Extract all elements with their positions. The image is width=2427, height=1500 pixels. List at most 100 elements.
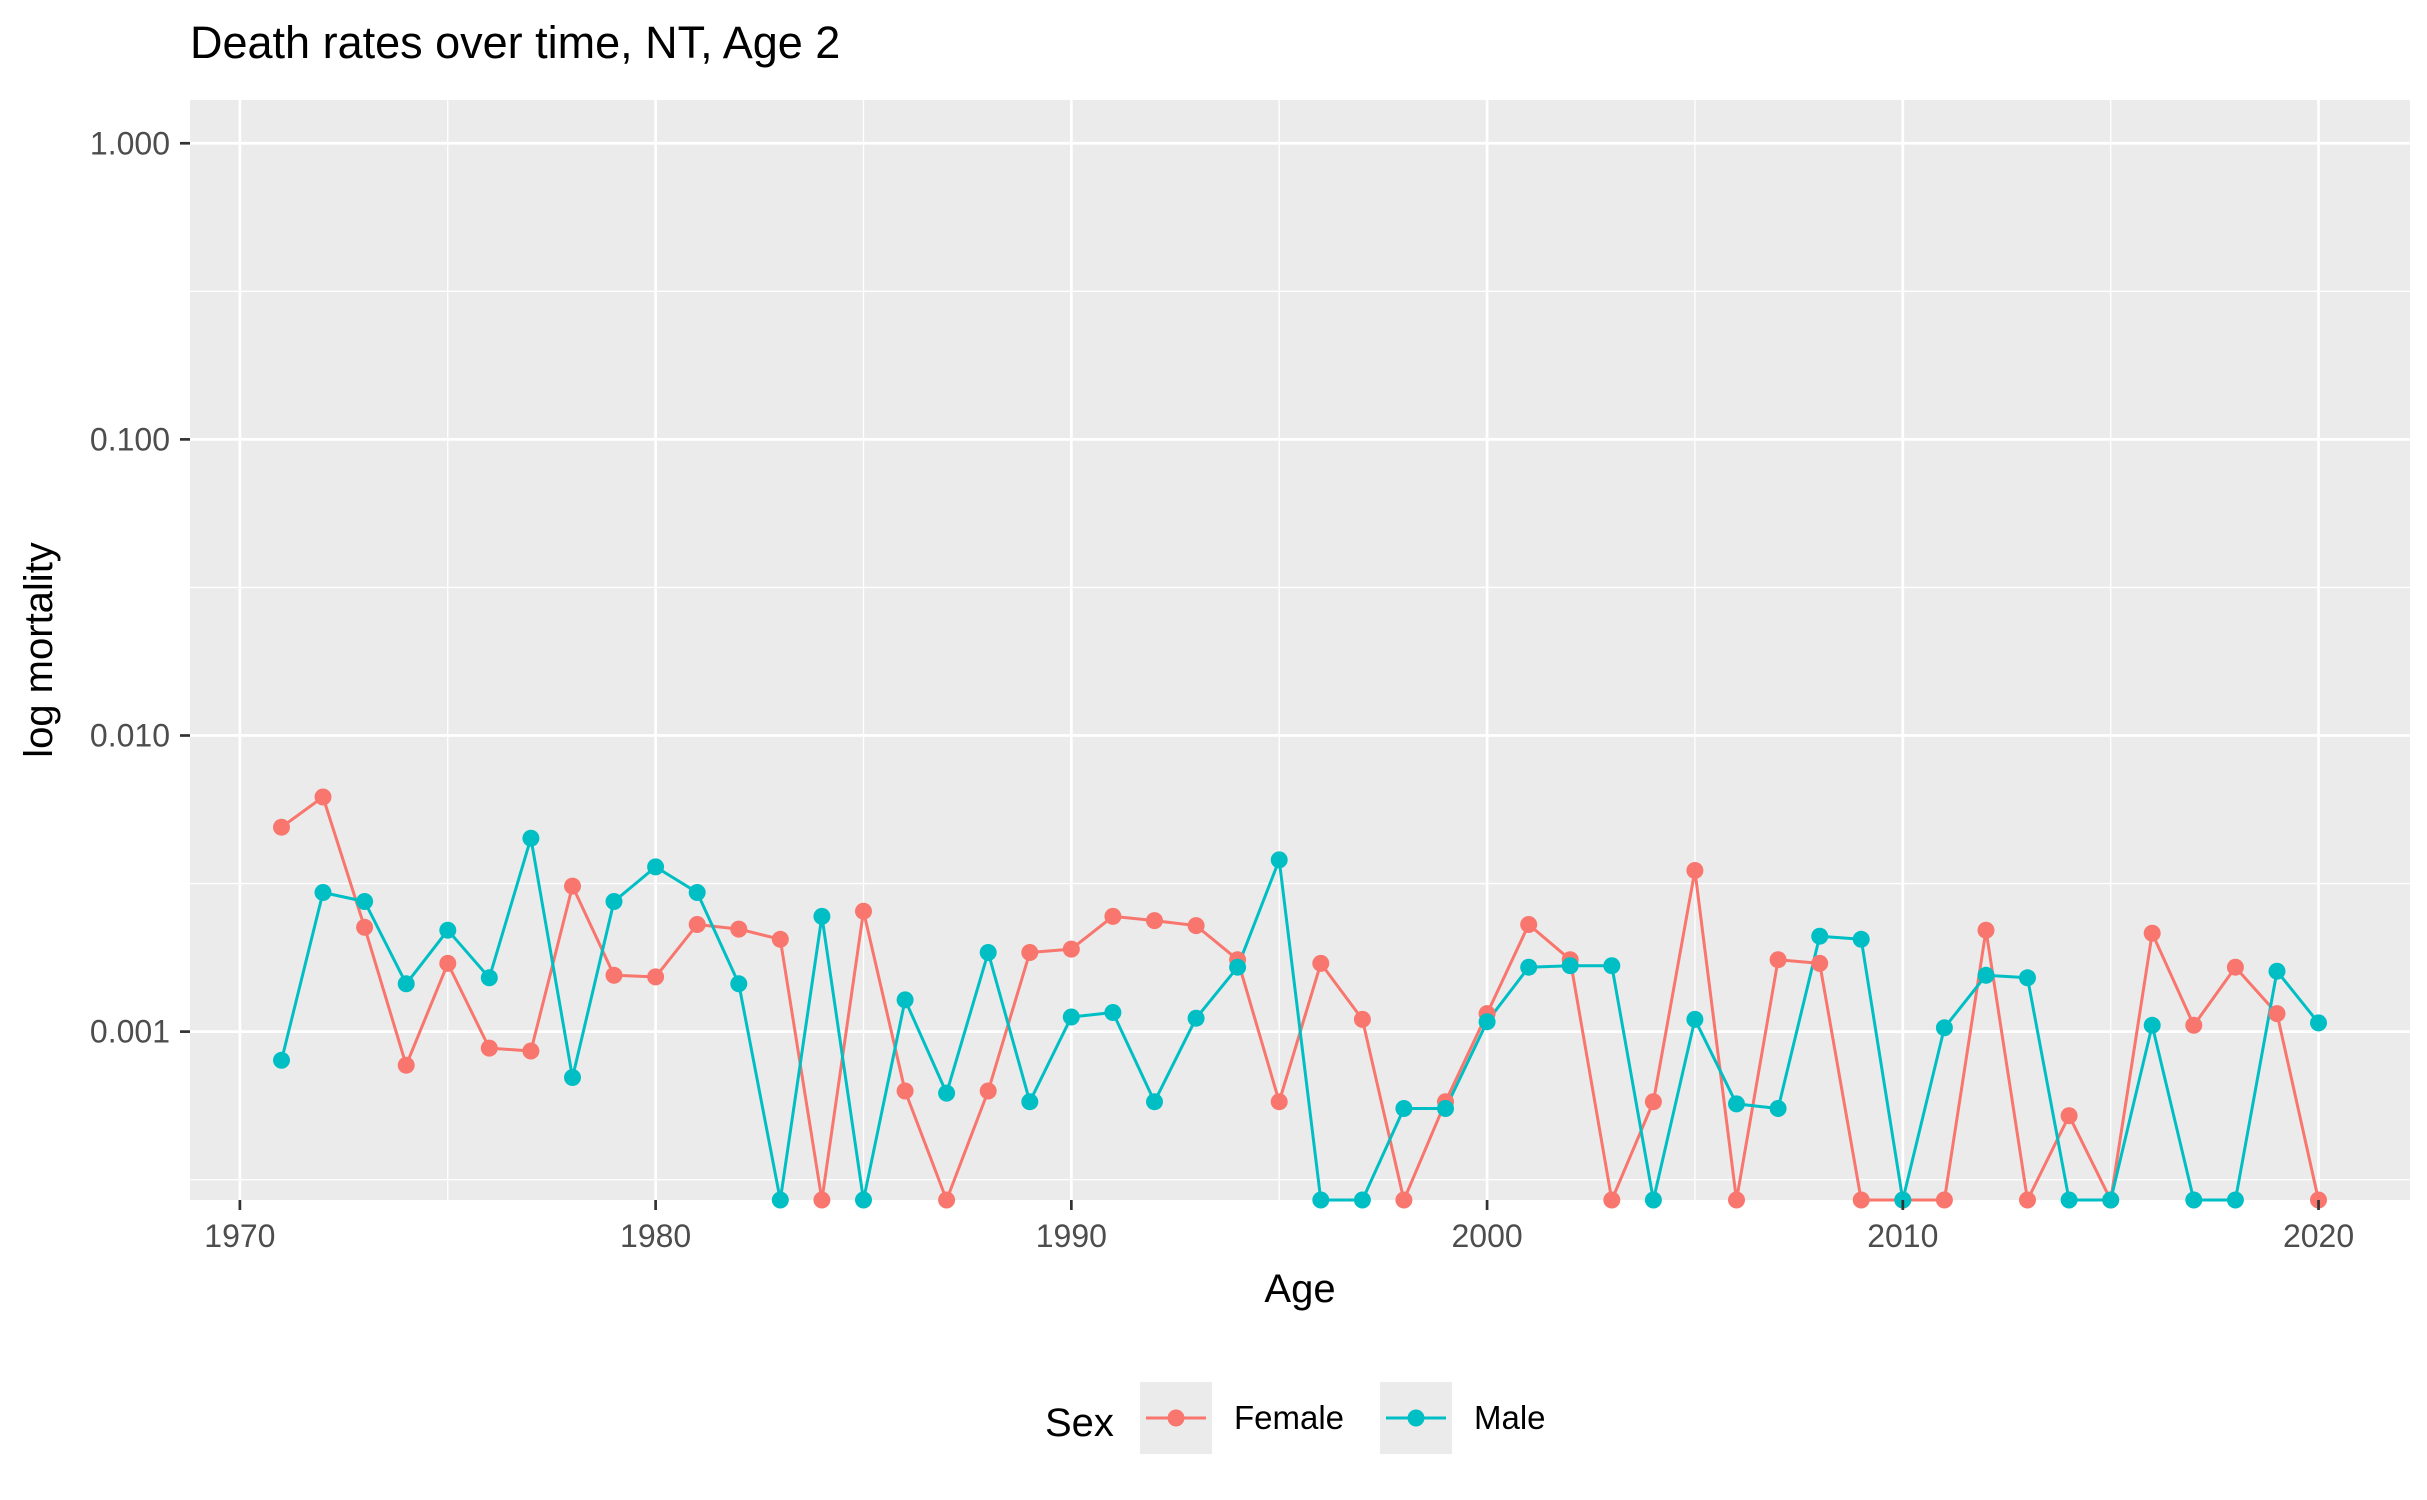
female-data-point xyxy=(2143,924,2161,942)
male-data-point xyxy=(1561,957,1579,975)
female-data-point xyxy=(688,916,706,933)
female-data-point xyxy=(1728,1191,1745,1209)
x-tick-label: 1980 xyxy=(620,1218,691,1254)
female-data-point xyxy=(1935,1191,1953,1209)
male-data-point xyxy=(1686,1010,1704,1028)
female-data-point xyxy=(480,1039,498,1057)
male-data-point xyxy=(2102,1191,2120,1209)
male-data-point xyxy=(771,1191,789,1209)
female-data-point xyxy=(1852,1191,1870,1209)
female-data-point xyxy=(273,818,290,836)
female-data-point xyxy=(647,968,665,986)
male-data-point xyxy=(813,907,831,925)
female-data-point xyxy=(1811,954,1829,972)
series-layer xyxy=(273,788,2327,1209)
female-data-point xyxy=(771,930,789,948)
legend-marker-female xyxy=(1167,1409,1185,1427)
male-data-point xyxy=(1270,851,1288,869)
male-data-point xyxy=(1728,1095,1745,1113)
female-data-point xyxy=(1977,921,1995,939)
male-data-point xyxy=(1437,1100,1454,1117)
male-data-point xyxy=(896,991,914,1009)
legend: Sex Female Male xyxy=(1045,1382,1546,1454)
female-data-point xyxy=(813,1191,831,1209)
male-data-point xyxy=(1229,958,1247,976)
y-tick-label: 0.001 xyxy=(90,1014,170,1050)
legend-title: Sex xyxy=(1045,1401,1114,1445)
female-data-point xyxy=(855,902,872,920)
female-data-point xyxy=(439,954,457,972)
legend-label-female: Female xyxy=(1234,1399,1344,1436)
female-data-point xyxy=(1021,944,1039,961)
male-series-line xyxy=(280,836,2320,1202)
male-data-point xyxy=(2268,962,2286,980)
female-data-point xyxy=(938,1191,956,1209)
male-data-point xyxy=(356,893,374,910)
female-data-point xyxy=(1520,916,1538,933)
female-data-point xyxy=(356,918,374,936)
male-data-point xyxy=(1104,1004,1122,1021)
male-data-point xyxy=(439,921,457,939)
male-data-point xyxy=(1187,1009,1205,1027)
male-data-point xyxy=(605,893,623,910)
female-data-point xyxy=(1312,954,1330,972)
male-data-point xyxy=(1062,1008,1080,1026)
male-data-point xyxy=(1395,1100,1413,1117)
female-data-point xyxy=(2226,958,2244,976)
male-data-point xyxy=(855,1191,872,1209)
y-tick-label: 0.100 xyxy=(90,421,170,457)
male-data-point xyxy=(1021,1093,1039,1111)
male-data-point xyxy=(1312,1191,1330,1209)
male-data-point xyxy=(522,829,540,847)
male-data-point xyxy=(979,944,997,961)
male-data-point xyxy=(1644,1191,1662,1209)
male-data-point xyxy=(1811,927,1829,945)
female-data-point xyxy=(397,1056,415,1074)
female-data-point xyxy=(2019,1191,2036,1209)
female-data-point xyxy=(1062,940,1080,958)
male-data-point xyxy=(688,884,706,901)
legend-marker-male xyxy=(1407,1409,1425,1427)
female-data-point xyxy=(2268,1005,2286,1023)
male-data-point xyxy=(938,1084,956,1102)
female-data-point xyxy=(605,966,623,984)
male-data-point xyxy=(1603,957,1621,975)
male-data-point xyxy=(2226,1191,2244,1209)
y-tick-label: 0.010 xyxy=(90,718,170,754)
male-data-point xyxy=(2143,1016,2161,1034)
plot-panel xyxy=(190,100,2410,1200)
male-data-point xyxy=(1769,1100,1787,1117)
female-data-point xyxy=(896,1082,914,1100)
major-grid xyxy=(190,100,2410,1200)
male-data-point xyxy=(1935,1019,1953,1037)
legend-label-male: Male xyxy=(1474,1399,1546,1436)
female-data-point xyxy=(522,1042,540,1060)
female-data-point xyxy=(1686,862,1704,879)
female-data-point xyxy=(314,788,332,806)
male-data-point xyxy=(564,1069,581,1086)
x-tick-label: 2000 xyxy=(1451,1218,1522,1254)
female-data-point xyxy=(1353,1010,1371,1028)
axes: 1970 1980 1990 2000 2010 2020 0.001 0.010 0.100 1… xyxy=(90,125,2354,1254)
male-data-point xyxy=(647,858,665,876)
female-data-point xyxy=(1603,1191,1621,1209)
x-tick-label: 2020 xyxy=(2283,1218,2354,1254)
female-data-point xyxy=(1270,1093,1288,1111)
male-data-point xyxy=(1146,1093,1163,1111)
female-data-point xyxy=(1644,1093,1662,1111)
male-data-point xyxy=(273,1051,290,1069)
male-data-point xyxy=(2019,969,2036,987)
female-data-point xyxy=(2185,1016,2203,1034)
male-data-point xyxy=(1353,1191,1371,1209)
y-axis-label: log mortality xyxy=(17,542,61,758)
male-data-point xyxy=(2060,1191,2078,1209)
minor-grid xyxy=(190,100,2410,1200)
male-data-point xyxy=(2310,1014,2327,1032)
male-data-point xyxy=(2185,1191,2203,1209)
male-data-point xyxy=(314,884,332,901)
male-data-point xyxy=(397,975,415,993)
x-axis-label: Age xyxy=(1264,1267,1335,1311)
female-data-point xyxy=(979,1082,997,1100)
male-data-point xyxy=(1852,930,1870,948)
